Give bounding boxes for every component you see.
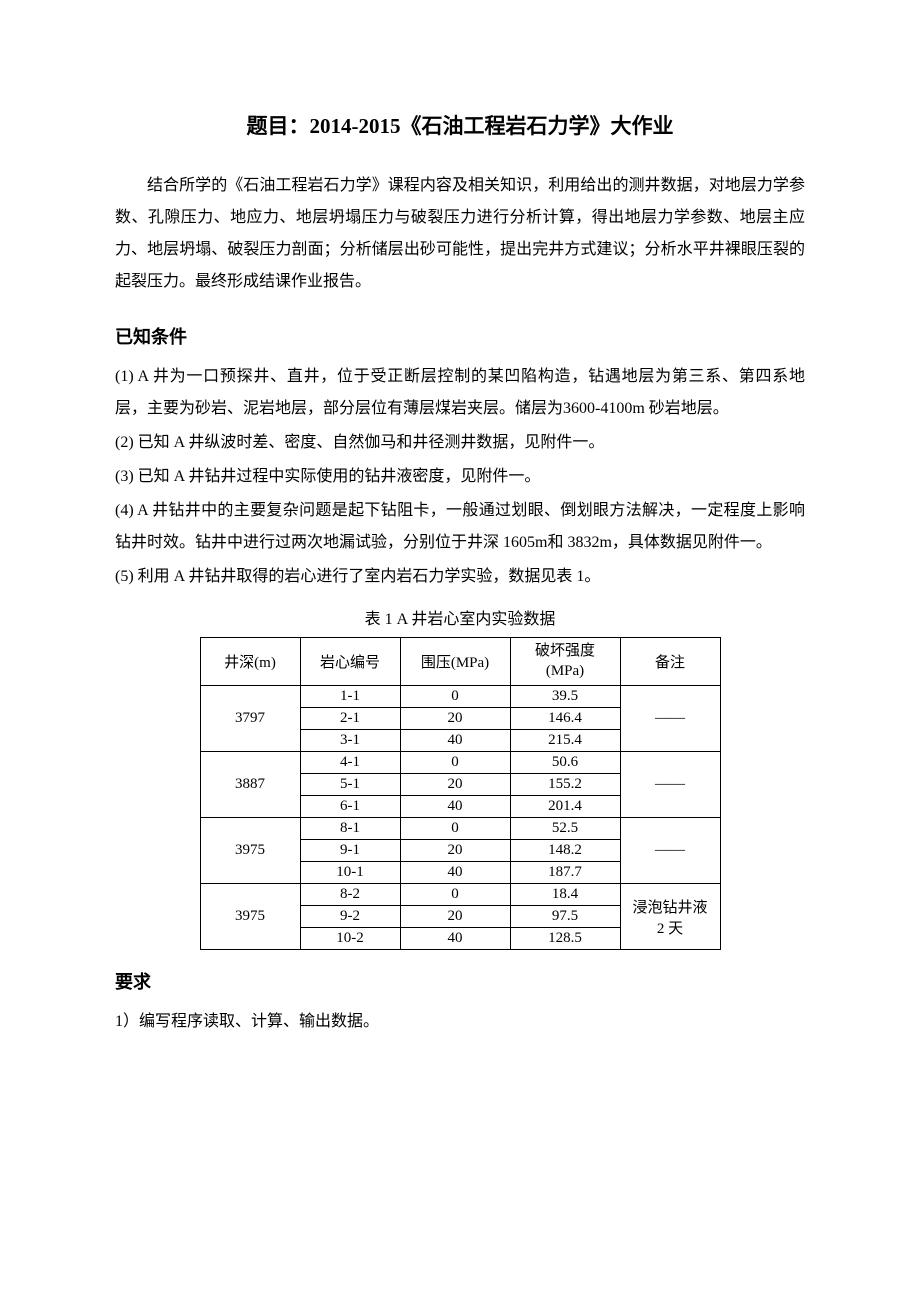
cell-pressure: 0 xyxy=(400,686,510,708)
cell-core: 5-1 xyxy=(300,774,400,796)
cell-depth: 3797 xyxy=(200,686,300,752)
cell-strength: 187.7 xyxy=(510,862,620,884)
table-row: 3887 4-1 0 50.6 —— xyxy=(200,752,720,774)
cell-strength: 146.4 xyxy=(510,708,620,730)
cell-pressure: 0 xyxy=(400,884,510,906)
condition-4: (4) A 井钻井中的主要复杂问题是起下钻阻卡，一般通过划眼、倒划眼方法解决，一… xyxy=(115,495,805,559)
cell-strength: 148.2 xyxy=(510,840,620,862)
page-title: 题目：2014-2015《石油工程岩石力学》大作业 xyxy=(115,110,805,140)
header-core-id: 岩心编号 xyxy=(300,638,400,686)
cell-strength: 50.6 xyxy=(510,752,620,774)
cell-strength: 215.4 xyxy=(510,730,620,752)
cell-pressure: 20 xyxy=(400,906,510,928)
cell-strength: 97.5 xyxy=(510,906,620,928)
requirements-heading: 要求 xyxy=(115,968,805,994)
table-row: 3975 8-1 0 52.5 —— xyxy=(200,818,720,840)
cell-depth: 3975 xyxy=(200,884,300,950)
cell-strength: 201.4 xyxy=(510,796,620,818)
cell-strength: 128.5 xyxy=(510,928,620,950)
header-depth: 井深(m) xyxy=(200,638,300,686)
table-row: 3797 1-1 0 39.5 —— xyxy=(200,686,720,708)
cell-core: 9-1 xyxy=(300,840,400,862)
cell-core: 9-2 xyxy=(300,906,400,928)
cell-depth: 3887 xyxy=(200,752,300,818)
header-strength-line1: 破坏强度 xyxy=(535,643,595,659)
cell-remark: —— xyxy=(620,686,720,752)
header-strength: 破坏强度 (MPa) xyxy=(510,638,620,686)
cell-core: 1-1 xyxy=(300,686,400,708)
cell-core: 3-1 xyxy=(300,730,400,752)
condition-2: (2) 已知 A 井纵波时差、密度、自然伽马和井径测井数据，见附件一。 xyxy=(115,427,805,459)
cell-core: 10-1 xyxy=(300,862,400,884)
cell-strength: 52.5 xyxy=(510,818,620,840)
cell-pressure: 40 xyxy=(400,862,510,884)
cell-core: 2-1 xyxy=(300,708,400,730)
cell-pressure: 40 xyxy=(400,730,510,752)
condition-5: (5) 利用 A 井钻井取得的岩心进行了室内岩石力学实验，数据见表 1。 xyxy=(115,561,805,593)
cell-remark: —— xyxy=(620,752,720,818)
cell-pressure: 40 xyxy=(400,796,510,818)
condition-1: (1) A 井为一口预探井、直井，位于受正断层控制的某凹陷构造，钻遇地层为第三系… xyxy=(115,361,805,425)
table-caption: 表 1 A 井岩心室内实验数据 xyxy=(115,605,805,629)
cell-pressure: 20 xyxy=(400,840,510,862)
header-confining-pressure: 围压(MPa) xyxy=(400,638,510,686)
cell-depth: 3975 xyxy=(200,818,300,884)
cell-remark: —— xyxy=(620,818,720,884)
table-header-row: 井深(m) 岩心编号 围压(MPa) 破坏强度 (MPa) 备注 xyxy=(200,638,720,686)
header-remark: 备注 xyxy=(620,638,720,686)
table-body: 3797 1-1 0 39.5 —— 2-1 20 146.4 3-1 40 2… xyxy=(200,686,720,950)
experiment-data-table: 井深(m) 岩心编号 围压(MPa) 破坏强度 (MPa) 备注 3797 1-… xyxy=(200,637,721,950)
intro-paragraph: 结合所学的《石油工程岩石力学》课程内容及相关知识，利用给出的测井数据，对地层力学… xyxy=(115,170,805,298)
header-strength-line2: (MPa) xyxy=(546,663,584,679)
cell-pressure: 0 xyxy=(400,818,510,840)
cell-core: 8-2 xyxy=(300,884,400,906)
cell-pressure: 20 xyxy=(400,708,510,730)
table-row: 3975 8-2 0 18.4 浸泡钻井液 2 天 xyxy=(200,884,720,906)
cell-remark: 浸泡钻井液 2 天 xyxy=(620,884,720,950)
cell-strength: 18.4 xyxy=(510,884,620,906)
cell-core: 10-2 xyxy=(300,928,400,950)
cell-strength: 39.5 xyxy=(510,686,620,708)
cell-pressure: 20 xyxy=(400,774,510,796)
cell-pressure: 40 xyxy=(400,928,510,950)
cell-pressure: 0 xyxy=(400,752,510,774)
condition-3: (3) 已知 A 井钻井过程中实际使用的钻井液密度，见附件一。 xyxy=(115,461,805,493)
cell-core: 8-1 xyxy=(300,818,400,840)
cell-core: 6-1 xyxy=(300,796,400,818)
cell-strength: 155.2 xyxy=(510,774,620,796)
cell-core: 4-1 xyxy=(300,752,400,774)
requirement-1: 1）编写程序读取、计算、输出数据。 xyxy=(115,1006,805,1038)
conditions-heading: 已知条件 xyxy=(115,323,805,349)
